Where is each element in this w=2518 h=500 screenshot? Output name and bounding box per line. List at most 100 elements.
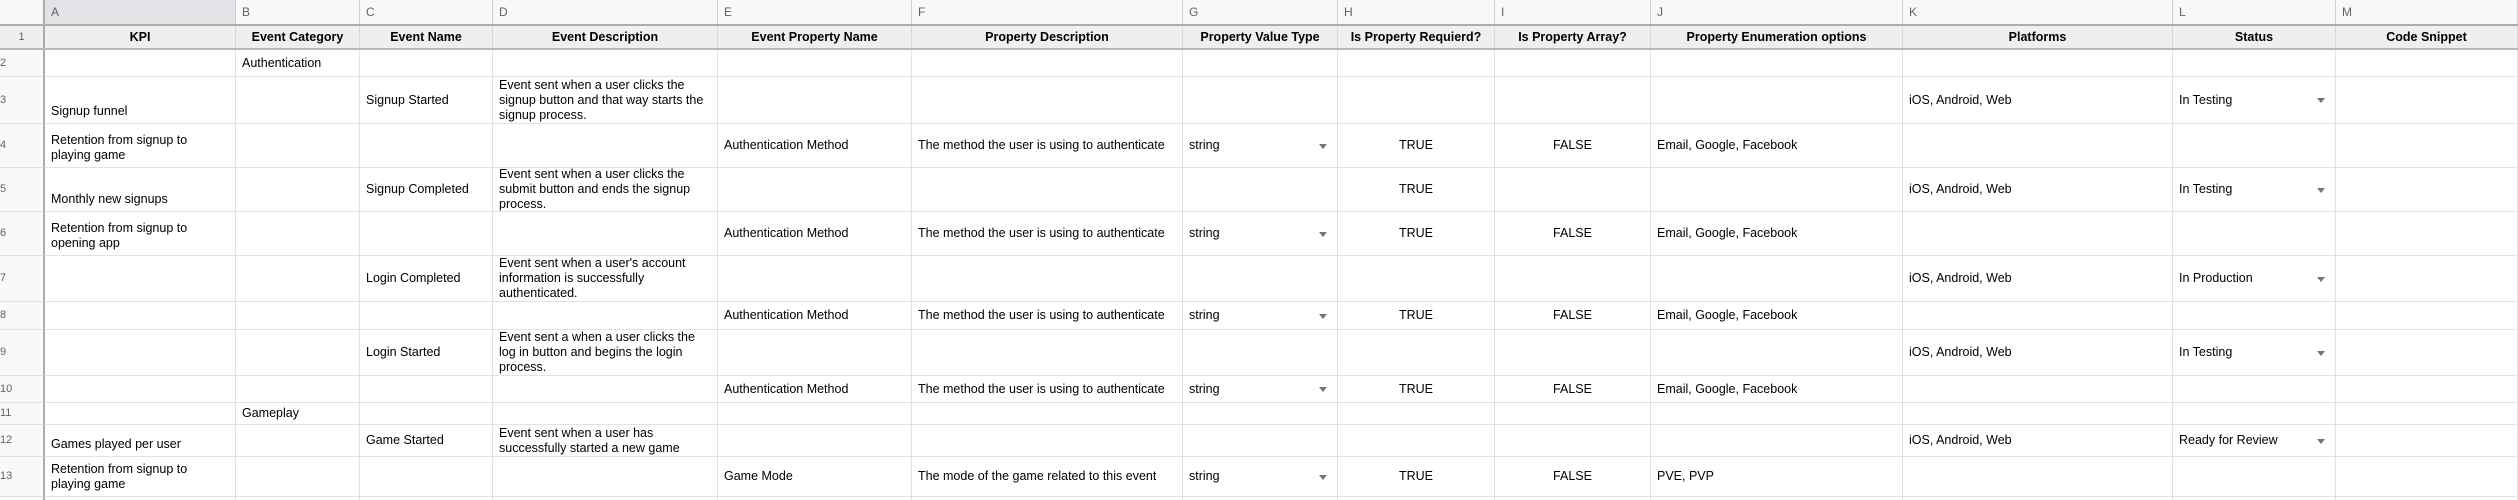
cell-A13[interactable]: Retention from signup to playing game: [45, 457, 236, 497]
cell-D12[interactable]: Event sent when a user has successfully …: [493, 425, 718, 457]
column-header-B[interactable]: B: [236, 0, 360, 24]
row-number-10[interactable]: 10: [0, 376, 45, 403]
cell-C11[interactable]: [360, 403, 493, 425]
column-header-H[interactable]: H: [1338, 0, 1495, 24]
cell-C7[interactable]: Login Completed: [360, 256, 493, 302]
cell-H13[interactable]: TRUE: [1338, 457, 1495, 497]
cell-H12[interactable]: [1338, 425, 1495, 457]
cell-A7[interactable]: [45, 256, 236, 302]
cell-B9[interactable]: [236, 330, 360, 376]
cell-F10[interactable]: The method the user is using to authenti…: [912, 376, 1183, 403]
cell-L11[interactable]: [2173, 403, 2336, 425]
cell-H5[interactable]: TRUE: [1338, 168, 1495, 212]
cell-I11[interactable]: [1495, 403, 1651, 425]
cell-B7[interactable]: [236, 256, 360, 302]
cell-J6[interactable]: Email, Google, Facebook: [1651, 212, 1903, 256]
cell-B5[interactable]: [236, 168, 360, 212]
cell-D11[interactable]: [493, 403, 718, 425]
cell-E6[interactable]: Authentication Method: [718, 212, 912, 256]
cell-F5[interactable]: [912, 168, 1183, 212]
row-number-14[interactable]: [0, 497, 45, 500]
cell-A8[interactable]: [45, 302, 236, 330]
cell-K9[interactable]: iOS, Android, Web: [1903, 330, 2173, 376]
cell-D4[interactable]: [493, 124, 718, 168]
cell-M6[interactable]: [2336, 212, 2518, 256]
column-header-G[interactable]: G: [1183, 0, 1338, 24]
cell-L13[interactable]: [2173, 457, 2336, 497]
cell-D8[interactable]: [493, 302, 718, 330]
row-number-5[interactable]: 5: [0, 168, 45, 212]
row-number-6[interactable]: 6: [0, 212, 45, 256]
header-cell-G1[interactable]: Property Value Type: [1183, 26, 1338, 48]
cell-K5[interactable]: iOS, Android, Web: [1903, 168, 2173, 212]
cell-A10[interactable]: [45, 376, 236, 403]
cell-A9[interactable]: [45, 330, 236, 376]
header-cell-K1[interactable]: Platforms: [1903, 26, 2173, 48]
cell-J3[interactable]: [1651, 77, 1903, 124]
cell-I9[interactable]: [1495, 330, 1651, 376]
cell-M11[interactable]: [2336, 403, 2518, 425]
cell-H10[interactable]: TRUE: [1338, 376, 1495, 403]
cell-B11[interactable]: Gameplay: [236, 403, 360, 425]
dropdown-arrow-icon[interactable]: [1319, 387, 1327, 392]
cell-H9[interactable]: [1338, 330, 1495, 376]
cell-L5[interactable]: In Testing: [2173, 168, 2336, 212]
cell-L4[interactable]: [2173, 124, 2336, 168]
cell-I3[interactable]: [1495, 77, 1651, 124]
cell-C14[interactable]: [360, 497, 493, 500]
cell-A11[interactable]: [45, 403, 236, 425]
cell-E2[interactable]: [718, 50, 912, 77]
row-number-11[interactable]: 11: [0, 403, 45, 425]
cell-I7[interactable]: [1495, 256, 1651, 302]
cell-K8[interactable]: [1903, 302, 2173, 330]
dropdown-arrow-icon[interactable]: [2317, 276, 2325, 282]
cell-L6[interactable]: [2173, 212, 2336, 256]
cell-F8[interactable]: The method the user is using to authenti…: [912, 302, 1183, 330]
cell-I6[interactable]: FALSE: [1495, 212, 1651, 256]
cell-K11[interactable]: [1903, 403, 2173, 425]
dropdown-arrow-icon[interactable]: [2317, 187, 2325, 193]
cell-I5[interactable]: [1495, 168, 1651, 212]
cell-C9[interactable]: Login Started: [360, 330, 493, 376]
cell-E10[interactable]: Authentication Method: [718, 376, 912, 403]
row-number-8[interactable]: 8: [0, 302, 45, 330]
cell-C3[interactable]: Signup Started: [360, 77, 493, 124]
cell-I12[interactable]: [1495, 425, 1651, 457]
cell-G11[interactable]: [1183, 403, 1338, 425]
cell-B14[interactable]: [236, 497, 360, 500]
cell-E3[interactable]: [718, 77, 912, 124]
row-number-13[interactable]: 13: [0, 457, 45, 497]
cell-K3[interactable]: iOS, Android, Web: [1903, 77, 2173, 124]
cell-B4[interactable]: [236, 124, 360, 168]
cell-J13[interactable]: PVE, PVP: [1651, 457, 1903, 497]
dropdown-arrow-icon[interactable]: [1319, 313, 1327, 319]
cell-M7[interactable]: [2336, 256, 2518, 302]
row-number-1[interactable]: 1: [0, 26, 45, 48]
cell-F12[interactable]: [912, 425, 1183, 457]
cell-H14[interactable]: [1338, 497, 1495, 500]
cell-E5[interactable]: [718, 168, 912, 212]
dropdown-arrow-icon[interactable]: [2317, 438, 2325, 444]
header-cell-L1[interactable]: Status: [2173, 26, 2336, 48]
cell-B6[interactable]: [236, 212, 360, 256]
cell-D10[interactable]: [493, 376, 718, 403]
header-cell-H1[interactable]: Is Property Requierd?: [1338, 26, 1495, 48]
cell-F4[interactable]: The method the user is using to authenti…: [912, 124, 1183, 168]
header-cell-B1[interactable]: Event Category: [236, 26, 360, 48]
cell-C5[interactable]: Signup Completed: [360, 168, 493, 212]
header-cell-C1[interactable]: Event Name: [360, 26, 493, 48]
cell-I2[interactable]: [1495, 50, 1651, 77]
cell-E4[interactable]: Authentication Method: [718, 124, 912, 168]
cell-K10[interactable]: [1903, 376, 2173, 403]
column-header-D[interactable]: D: [493, 0, 718, 24]
cell-H4[interactable]: TRUE: [1338, 124, 1495, 168]
cell-G9[interactable]: [1183, 330, 1338, 376]
cell-J4[interactable]: Email, Google, Facebook: [1651, 124, 1903, 168]
cell-G4[interactable]: string: [1183, 124, 1338, 168]
cell-K2[interactable]: [1903, 50, 2173, 77]
header-cell-M1[interactable]: Code Snippet: [2336, 26, 2518, 48]
cell-C2[interactable]: [360, 50, 493, 77]
cell-H7[interactable]: [1338, 256, 1495, 302]
cell-B8[interactable]: [236, 302, 360, 330]
cell-C10[interactable]: [360, 376, 493, 403]
